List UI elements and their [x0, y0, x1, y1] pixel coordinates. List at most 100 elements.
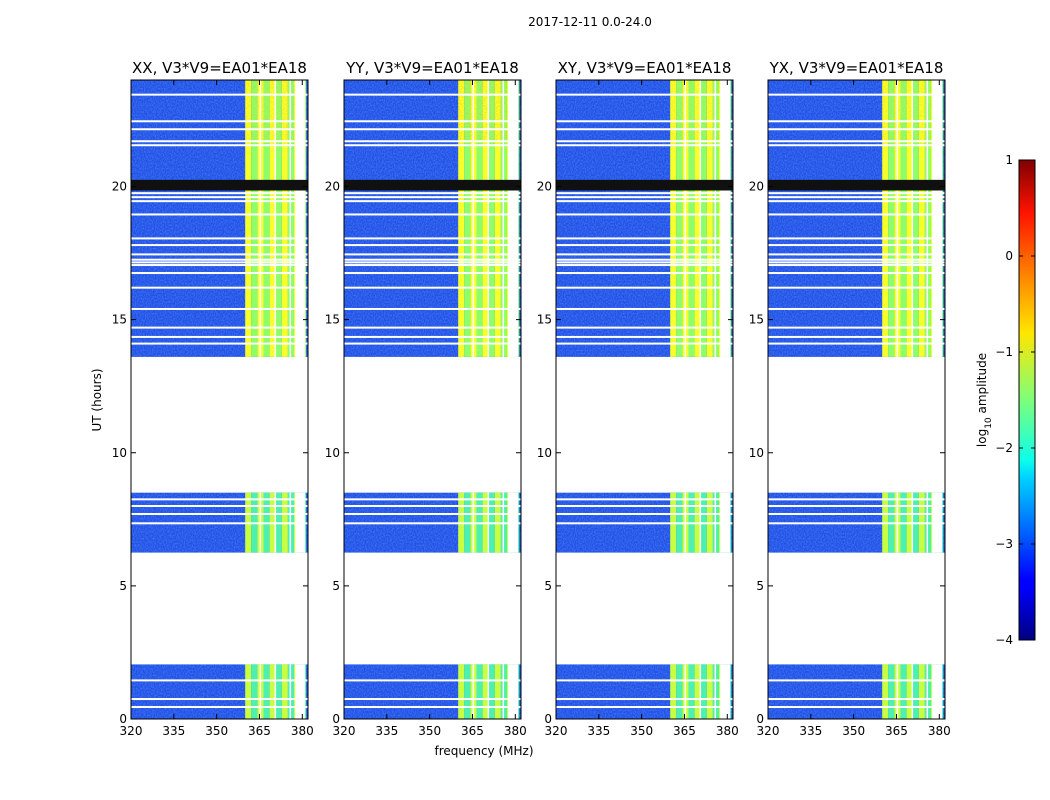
colorbar-tick-label: −1	[995, 345, 1013, 359]
gap-line	[131, 272, 308, 275]
channel-gap	[487, 80, 490, 357]
x-tick-label: 335	[799, 724, 822, 738]
y-tick-label: 10	[112, 446, 127, 460]
gap-line	[768, 512, 945, 515]
gap-line	[344, 307, 521, 310]
channel-gap	[926, 664, 929, 719]
gap-line	[344, 326, 521, 329]
y-tick-label: 5	[544, 579, 552, 593]
rfi-column	[700, 664, 707, 719]
flagged-band	[344, 179, 521, 191]
channel-gap	[896, 664, 899, 719]
gap-line	[556, 140, 733, 143]
rfi-column	[694, 664, 701, 719]
rfi-column	[670, 664, 677, 719]
panel-frame	[343, 79, 522, 720]
band-edge	[932, 80, 943, 357]
gap-line	[768, 93, 945, 96]
y-tick-label: 0	[544, 712, 552, 726]
rfi-column	[888, 664, 895, 719]
x-tick-label: 335	[162, 724, 185, 738]
gap-line	[768, 498, 945, 501]
channel-gap	[714, 664, 717, 719]
rfi-column	[912, 80, 919, 357]
x-tick-label: 365	[673, 724, 696, 738]
rfi-column	[912, 664, 919, 719]
rfi-column	[888, 80, 895, 357]
gap-line	[556, 264, 733, 267]
gap-line	[768, 698, 945, 701]
gap-line	[344, 258, 521, 261]
rfi-column	[488, 664, 495, 719]
gap-line	[768, 120, 945, 123]
panel-xy: XY, V3*V9=EA01*EA18 320 335 350 365 380 0 5 10 15…	[537, 59, 739, 738]
gap-line	[131, 498, 308, 501]
colorbar-label-subscript: 10	[984, 417, 994, 429]
channel-gap	[926, 80, 929, 357]
gap-line	[768, 264, 945, 267]
rfi-column	[488, 80, 495, 357]
gap-line	[768, 272, 945, 275]
panel-title: XX, V3*V9=EA01*EA18	[132, 59, 307, 77]
y-axis-label: UT (hours)	[90, 368, 104, 431]
gap-line	[131, 144, 308, 147]
channel-gap	[274, 664, 277, 719]
gap-line	[768, 253, 945, 256]
gap-line	[344, 264, 521, 267]
gap-line	[556, 253, 733, 256]
y-tick-label: 15	[325, 313, 340, 327]
rfi-column	[900, 80, 907, 357]
gap-line	[131, 244, 308, 247]
channel-gap	[699, 664, 702, 719]
gap-line	[344, 140, 521, 143]
panel-xx: XX, V3*V9=EA01*EA18 320 335 350 365 380 0 5 10 15…	[112, 59, 314, 738]
gap-line	[556, 335, 733, 338]
gap-line	[556, 128, 733, 131]
channel-gap	[714, 80, 717, 357]
gap-line	[131, 196, 308, 199]
colorbar-tick-label: −3	[995, 537, 1013, 551]
x-tick-label: 320	[120, 724, 143, 738]
gap-line	[556, 698, 733, 701]
gap-line	[131, 140, 308, 143]
gap-line	[556, 505, 733, 507]
gap-line	[556, 258, 733, 261]
gap-line	[556, 192, 733, 195]
x-tick-label: 365	[248, 724, 271, 738]
channel-gap	[911, 664, 914, 719]
gap-line	[768, 286, 945, 289]
rfi-column	[458, 664, 465, 719]
gap-line	[556, 522, 733, 525]
channel-gap	[472, 664, 475, 719]
band-edge	[932, 664, 943, 719]
rfi-column	[918, 80, 925, 357]
band-edge	[295, 80, 306, 357]
y-tick-label: 5	[756, 579, 764, 593]
gap-line	[344, 244, 521, 247]
y-tick-label: 10	[537, 446, 552, 460]
rfi-column	[245, 80, 252, 357]
rfi-column	[676, 80, 683, 357]
rfi-column	[706, 80, 713, 357]
gap-line	[768, 307, 945, 310]
gap-line	[131, 512, 308, 515]
rfi-column	[694, 80, 701, 357]
gap-line	[344, 144, 521, 147]
gap-line	[556, 498, 733, 501]
rfi-column	[482, 80, 489, 357]
y-tick-label: 10	[325, 446, 340, 460]
gap-line	[131, 200, 308, 203]
rfi-column	[906, 664, 913, 719]
band-edge	[720, 80, 731, 357]
rfi-column	[281, 664, 288, 719]
gap-line	[131, 326, 308, 329]
rfi-column	[494, 664, 501, 719]
gap-line	[344, 200, 521, 203]
gap-line	[131, 192, 308, 195]
panel-title: YY, V3*V9=EA01*EA18	[345, 59, 519, 77]
rfi-column	[245, 664, 252, 719]
colorbar-tick-label: −4	[995, 633, 1013, 647]
rfi-column	[670, 80, 677, 357]
gap-line	[768, 192, 945, 195]
